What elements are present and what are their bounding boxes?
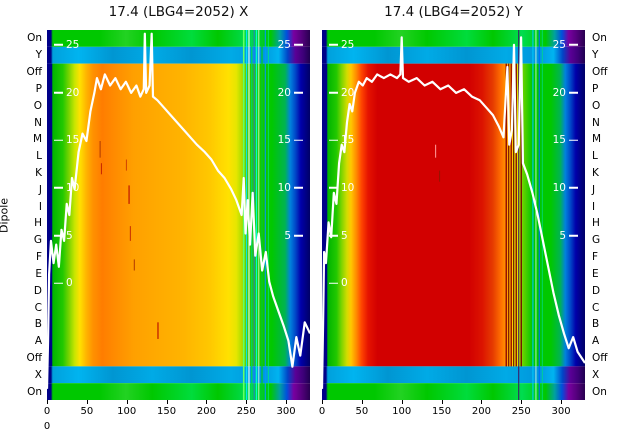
x-tick-label: 250 [236, 406, 256, 417]
x-axis-y: 0 50 100 150 200 250 300 [318, 400, 585, 430]
x-tick-mark [47, 400, 48, 404]
dipole-label: L [36, 149, 42, 162]
x-tick-mark [481, 400, 483, 404]
dipole-label: J [38, 183, 42, 196]
dipole-label: H [592, 217, 600, 230]
dipole-label: D [33, 284, 42, 297]
dipole-label: O [592, 99, 601, 112]
y-axis-title: Dipole [0, 197, 11, 234]
dipole-label: N [592, 116, 600, 129]
dipole-label: I [592, 200, 596, 213]
x-tick-mark [361, 400, 363, 404]
dipole-label: Off [592, 65, 608, 78]
dipole-label: E [35, 267, 42, 280]
dipole-label: J [592, 183, 596, 196]
x-tick-label: 150 [431, 406, 452, 417]
dipole-label: B [34, 318, 42, 331]
dipole-label: E [592, 267, 599, 280]
x-axis-offset-label: 0 [43, 421, 51, 432]
x-tick-mark [126, 400, 128, 404]
x-tick-mark [166, 400, 168, 404]
dipole-label: Y [35, 48, 42, 61]
dipole-label: On [27, 32, 42, 45]
bandpass-curve [47, 34, 310, 389]
plot-title-x: 17.4 (LBG4=2052) X [108, 4, 249, 20]
x-tick-mark [401, 400, 403, 404]
x-tick-label: 200 [471, 406, 491, 417]
dipole-label: M [32, 133, 42, 146]
x-tick-mark [441, 400, 443, 404]
plot-title-y: 17.4 (LBG4=2052) Y [384, 4, 523, 20]
dipole-label: I [38, 200, 42, 213]
dipole-label: F [35, 250, 42, 263]
heatmap-y: 25 20 15 10 5 0 25 20 15 10 5 [322, 30, 585, 400]
dipole-label: Off [26, 351, 43, 364]
x-tick-mark [86, 400, 88, 404]
dipole-label: P [592, 82, 599, 95]
left-axis-labels: On Y Off P O N M L K J I H G F E D C B A Off X On [14, 30, 43, 400]
x-tick-label: 100 [117, 406, 137, 417]
x-tick-label: 300 [276, 406, 296, 417]
dipole-label: M [592, 133, 602, 146]
dipole-label: O [33, 99, 42, 112]
dipole-label: G [33, 233, 42, 246]
dipole-label: K [592, 166, 599, 179]
dipole-label: C [592, 301, 600, 314]
x-axis-x: 0 50 100 150 200 250 300 [43, 400, 310, 430]
x-tick-label: 100 [392, 406, 412, 417]
dipole-label: On [592, 32, 607, 45]
dipole-label: F [592, 250, 599, 263]
x-tick-label: 150 [156, 406, 177, 417]
dipole-label: A [34, 334, 42, 347]
right-axis-labels: On Y Off P O N M L K J I H G F E D C B A Off X On [589, 30, 621, 400]
dipole-label: Off [592, 351, 608, 364]
dipole-label: G [592, 233, 601, 246]
dipole-label: D [592, 284, 601, 297]
x-tick-mark [286, 400, 288, 404]
x-tick-label: 300 [551, 406, 571, 417]
x-tick-label: 50 [355, 406, 369, 417]
dipole-label: P [35, 82, 42, 95]
dipole-label: N [34, 116, 42, 129]
x-tick-label: 0 [318, 406, 326, 417]
dipole-label: Y [592, 48, 599, 61]
x-tick-label: 50 [80, 406, 94, 417]
heatmap-x: 25 20 15 10 5 0 25 20 15 10 5 [47, 30, 310, 400]
x-tick-mark [561, 400, 563, 404]
dipole-label: A [592, 334, 600, 347]
dipole-label: Off [26, 65, 43, 78]
heatmap-canvas [47, 30, 310, 400]
bandpass-curve [322, 37, 585, 389]
x-tick-mark [521, 400, 523, 404]
x-tick-label: 250 [511, 406, 531, 417]
dipole-label: X [34, 368, 42, 381]
heatmap-canvas [322, 30, 585, 400]
x-tick-label: 200 [196, 406, 216, 417]
x-tick-label: 0 [43, 406, 51, 417]
dipole-label: X [592, 368, 600, 381]
dipole-label: On [592, 385, 607, 398]
dipole-label: H [34, 217, 42, 230]
dipole-label: K [35, 166, 42, 179]
dipole-label: L [592, 149, 598, 162]
x-tick-mark [322, 400, 323, 404]
dipole-label: On [27, 385, 42, 398]
dipole-label: B [592, 318, 600, 331]
dipole-label: C [34, 301, 42, 314]
x-tick-mark [246, 400, 248, 404]
x-tick-mark [206, 400, 208, 404]
